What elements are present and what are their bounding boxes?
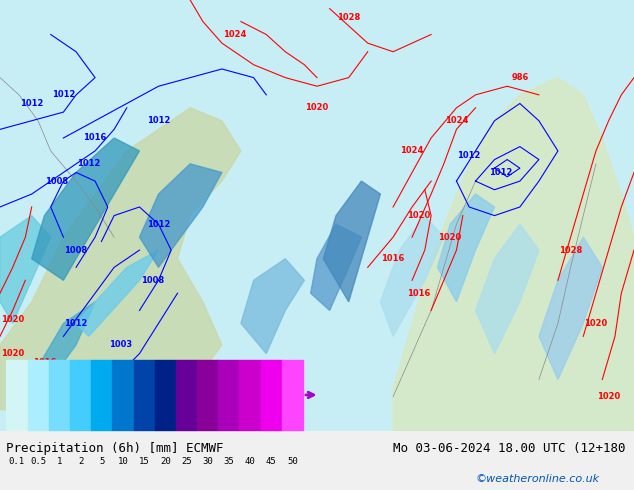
Polygon shape	[0, 216, 51, 323]
Text: 1008: 1008	[46, 176, 68, 186]
Polygon shape	[437, 194, 495, 302]
Polygon shape	[539, 237, 602, 379]
Bar	[197, 360, 218, 430]
Text: 2: 2	[78, 457, 83, 466]
Text: 1003: 1003	[90, 375, 113, 384]
Text: 0.5: 0.5	[30, 457, 46, 466]
Text: 1020: 1020	[585, 319, 607, 328]
Polygon shape	[241, 259, 304, 354]
Bar	[282, 360, 303, 430]
Text: 1008: 1008	[65, 245, 87, 255]
Bar	[91, 360, 112, 430]
Polygon shape	[38, 302, 95, 379]
Text: 1016: 1016	[84, 133, 107, 143]
Text: 5: 5	[99, 457, 105, 466]
Text: 1012: 1012	[77, 159, 100, 169]
Text: 20: 20	[160, 457, 171, 466]
Text: 15: 15	[139, 457, 150, 466]
Bar	[176, 360, 197, 430]
Text: 50: 50	[287, 457, 298, 466]
Text: 1012: 1012	[147, 116, 170, 125]
Text: 1020: 1020	[1, 349, 24, 358]
Text: 1020: 1020	[597, 392, 620, 401]
Bar	[218, 360, 240, 430]
Bar	[261, 360, 282, 430]
Text: 1020: 1020	[1, 315, 24, 323]
Text: 1003: 1003	[109, 341, 132, 349]
Text: Precipitation (6h) [mm] ECMWF: Precipitation (6h) [mm] ECMWF	[6, 442, 224, 455]
Polygon shape	[380, 216, 444, 336]
Polygon shape	[311, 224, 361, 311]
Text: 1016: 1016	[382, 254, 404, 263]
Text: 1012: 1012	[458, 151, 481, 160]
Text: 1012: 1012	[20, 99, 43, 108]
Polygon shape	[323, 181, 380, 302]
Bar	[70, 360, 91, 430]
Text: 1024: 1024	[401, 147, 424, 155]
Text: ©weatheronline.co.uk: ©weatheronline.co.uk	[476, 474, 600, 485]
Text: 986: 986	[511, 73, 529, 82]
Polygon shape	[0, 108, 241, 410]
Text: 1008: 1008	[141, 276, 164, 285]
Text: Mo 03-06-2024 18.00 UTC (12+180: Mo 03-06-2024 18.00 UTC (12+180	[393, 442, 626, 455]
Text: 1028: 1028	[337, 13, 360, 22]
Text: 1016: 1016	[407, 289, 430, 298]
Text: 1024: 1024	[445, 116, 468, 125]
Text: 1024: 1024	[223, 30, 246, 39]
Text: 1012: 1012	[52, 90, 75, 99]
Bar	[155, 360, 176, 430]
Text: 1012: 1012	[489, 168, 512, 177]
Bar	[112, 360, 134, 430]
Bar	[6, 360, 27, 430]
Text: 1020: 1020	[407, 211, 430, 220]
Polygon shape	[393, 77, 634, 431]
Text: 1016: 1016	[33, 358, 56, 367]
Polygon shape	[476, 224, 539, 354]
Text: 10: 10	[117, 457, 128, 466]
Text: 1020: 1020	[439, 233, 462, 242]
Text: 1020: 1020	[306, 103, 328, 112]
Text: 30: 30	[202, 457, 213, 466]
Polygon shape	[32, 138, 139, 280]
Bar	[27, 360, 49, 430]
Text: 25: 25	[181, 457, 192, 466]
Text: 1012: 1012	[65, 319, 87, 328]
Text: 1012: 1012	[147, 220, 170, 229]
Polygon shape	[139, 164, 222, 268]
Text: 45: 45	[266, 457, 276, 466]
Bar	[240, 360, 261, 430]
Bar	[134, 360, 155, 430]
Bar	[49, 360, 70, 430]
Text: 1028: 1028	[559, 245, 582, 255]
Text: 0.1: 0.1	[9, 457, 25, 466]
Polygon shape	[76, 250, 158, 336]
Text: 35: 35	[224, 457, 234, 466]
Text: 1: 1	[56, 457, 62, 466]
Text: 40: 40	[245, 457, 256, 466]
